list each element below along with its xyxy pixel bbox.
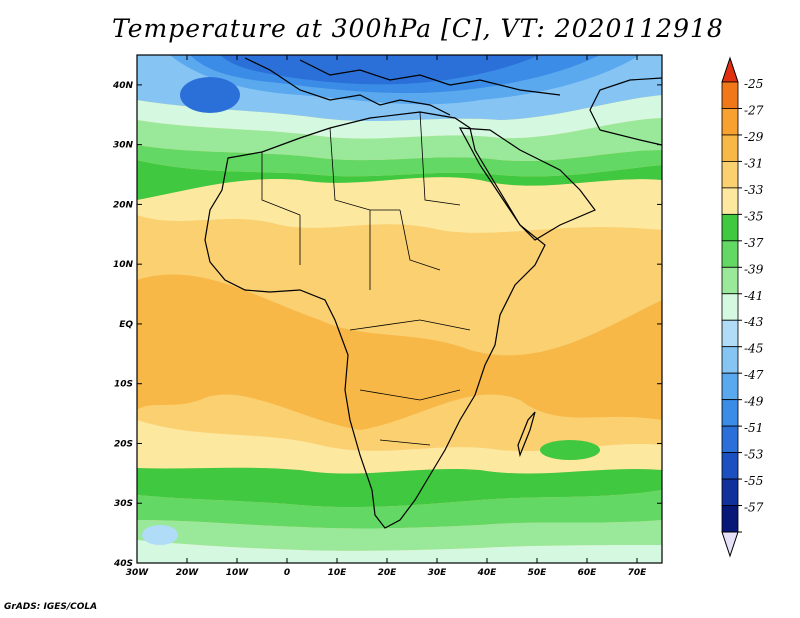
band-33-north: [137, 177, 662, 233]
colorbar-swatch: [721, 319, 739, 348]
lat-tick-label: 40N: [112, 81, 134, 91]
lon-tick-label: 70E: [628, 568, 648, 578]
lon-tick-label: 40E: [477, 568, 498, 578]
plot-frame: [136, 54, 663, 564]
longitude-axis: 30W 20W 10W 0 10E 20E 30E 40E 50E 60E 70E: [126, 55, 647, 578]
colorbar-label: -41: [744, 289, 763, 303]
colorbar-label: -37: [744, 236, 764, 250]
lat-tick-label: 20N: [113, 200, 134, 210]
band-35-north: [137, 160, 662, 200]
colorbar-swatch: [721, 452, 739, 480]
colorbar-label: -29: [744, 130, 764, 144]
colorbar-bottom-arrow: [721, 531, 739, 558]
colorbar-label: -35: [744, 209, 763, 223]
colorbar-label: -53: [744, 448, 764, 462]
lat-tick-label: 30S: [114, 499, 133, 509]
colorbar-swatch: [721, 134, 739, 162]
cool-patch-sw: [142, 525, 178, 545]
band-41-south: [137, 540, 662, 563]
lat-tick-label: 40S: [113, 559, 133, 569]
lon-tick-label: 30E: [428, 568, 448, 578]
lon-tick-label: 20W: [176, 568, 200, 578]
temperature-field: [137, 55, 662, 563]
colorbar-label: -55: [744, 474, 763, 488]
country-borders: [261, 111, 471, 446]
colorbar-label: -27: [744, 103, 764, 117]
lon-tick-label: 50E: [528, 568, 548, 578]
colorbar-swatch: [721, 187, 739, 215]
band-37-north: [137, 145, 662, 177]
colorbar-swatch: [721, 478, 739, 506]
colorbar-swatch: [721, 161, 739, 189]
colorbar-swatch: [721, 399, 739, 427]
band-33-south: [137, 420, 662, 474]
colorbar-swatch: [721, 108, 739, 136]
lat-tick-label: 10S: [114, 380, 133, 390]
lon-tick-label: 20E: [378, 568, 398, 578]
lon-tick-label: 30W: [126, 568, 150, 578]
lat-tick-label: 10N: [113, 260, 134, 270]
colorbar-swatch: [721, 213, 739, 242]
band-35-south: [137, 467, 662, 508]
latitude-axis: 40N 30N 20N 10N EQ 10S 20S 30S 40S: [112, 81, 662, 569]
colorbar-swatch: [721, 240, 739, 268]
colorbar-label: -51: [744, 421, 763, 435]
madagascar-coastline: [517, 411, 536, 458]
africa-coastline: [204, 111, 546, 529]
colorbar-swatch: [721, 425, 739, 453]
colorbar-label: -43: [744, 315, 764, 329]
colorbar-top-arrow: [721, 56, 739, 83]
map-title: Temperature at 300hPa [C], VT: 202011291…: [112, 14, 724, 43]
colorbar-swatch: [721, 81, 739, 109]
arabia-coastline: [458, 127, 596, 241]
lon-tick-label: 10W: [226, 568, 250, 578]
colorbar-label: -31: [744, 156, 763, 170]
warm-band-interior: [137, 274, 662, 430]
lon-tick-label: 0: [284, 568, 290, 578]
colorbar-label: -39: [744, 262, 764, 276]
colorbar-swatch: [721, 505, 739, 533]
colorbar-label: -33: [744, 183, 764, 197]
band-39-south: [137, 520, 662, 551]
band-51-north: [220, 55, 540, 85]
colorbar-swatch: [721, 266, 739, 295]
colorbar-label: -49: [744, 395, 764, 409]
band-41-north: [137, 95, 662, 139]
cold-cell-atlantic: [180, 77, 240, 113]
lon-tick-label: 60E: [578, 568, 598, 578]
colorbar-legend: -25 -27 -29 -31 -33 -35 -37 -39 -41 -43 -45 -47 -49 -…: [721, 56, 764, 558]
colorbar-label: -25: [744, 77, 763, 91]
lat-tick-label: 30N: [113, 141, 134, 151]
colorbar-swatch: [721, 293, 739, 321]
grads-credit: GrADS: IGES/COLA: [4, 602, 98, 612]
colorbar-swatch: [721, 372, 739, 401]
band-37-south: [137, 490, 662, 529]
colorbar-label: -45: [744, 342, 763, 356]
green-patch-indian-ocean: [540, 440, 600, 460]
asia-coastline: [589, 77, 662, 146]
europe-coastline: [244, 57, 561, 116]
colorbar-label: -57: [744, 501, 764, 515]
colorbar-swatch: [721, 346, 739, 374]
lat-tick-label: 20S: [114, 439, 133, 449]
lat-tick-label: EQ: [119, 320, 133, 330]
colorbar-label: -47: [744, 368, 764, 382]
lon-tick-label: 10E: [328, 568, 348, 578]
